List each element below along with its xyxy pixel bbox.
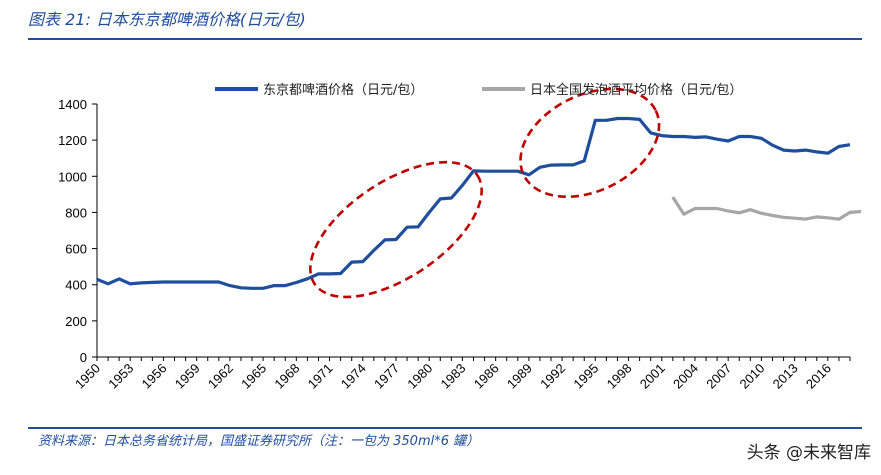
y-tick-label: 200: [65, 314, 87, 329]
x-tick-label: 1965: [238, 361, 269, 392]
source-note: 资料来源：日本总务省统计局，国盛证券研究所（注：一包为 350ml*6 罐）: [38, 434, 480, 449]
x-tick-label: 2004: [670, 361, 701, 392]
x-tick-label: 1989: [504, 361, 535, 392]
x-axis: 1950 1953 1956 1959 1962 1965 1968 1971 1974 1977…: [72, 356, 851, 392]
title-divider: [28, 38, 862, 40]
x-tick-label: 1971: [305, 361, 336, 392]
x-tick-label: 1953: [105, 361, 136, 392]
legend-label-national: 日本全国发泡酒平均价格（日元/包）: [530, 82, 742, 98]
y-tick-label: 0: [80, 350, 87, 365]
x-tick-label: 1968: [271, 361, 302, 392]
x-tick-label: 1998: [604, 361, 635, 392]
series-layer: [96, 116, 862, 290]
x-tick-label: 2010: [736, 361, 767, 392]
y-tick-label: 400: [65, 278, 87, 293]
legend: 东京都啤酒价格（日元/包） 日本全国发泡酒平均价格（日元/包）: [215, 82, 742, 98]
highlight-ellipse-1: [309, 160, 483, 299]
x-tick-label: 1980: [404, 361, 435, 392]
source-divider: [28, 427, 862, 429]
x-tick-label: 2001: [637, 361, 668, 392]
x-tick-label: 2007: [703, 361, 734, 392]
y-tick-label: 1400: [58, 97, 87, 112]
series-line-national: [671, 196, 862, 221]
y-tick-label: 1200: [58, 133, 87, 148]
y-tick-label: 800: [65, 205, 87, 220]
y-tick-label: 1000: [58, 169, 87, 184]
y-tick-label: 600: [65, 242, 87, 257]
y-axis: 0 200 400 600 800 1000 1200 1400: [58, 97, 98, 365]
x-tick-label: 1977: [371, 361, 402, 392]
x-tick-label: 1974: [338, 361, 369, 392]
x-tick-label: 1986: [471, 361, 502, 392]
chart-title: 图表 21: 日本东京都啤酒价格(日元/包): [28, 10, 306, 29]
x-tick-label: 1995: [570, 361, 601, 392]
x-tick-label: 2016: [803, 361, 834, 392]
x-tick-label: 1983: [437, 361, 468, 392]
highlight-ellipse-2: [519, 87, 661, 199]
annotation-layer: [309, 87, 661, 299]
legend-label-tokyo: 东京都啤酒价格（日元/包）: [263, 82, 423, 98]
x-tick-label: 1956: [139, 361, 170, 392]
x-tick-label: 2013: [770, 361, 801, 392]
x-tick-label: 1992: [537, 361, 568, 392]
x-tick-label: 1962: [205, 361, 236, 392]
x-tick-label: 1950: [72, 361, 103, 392]
watermark: 头条 @未来智库: [746, 443, 871, 463]
x-tick-label: 1959: [172, 361, 203, 392]
series-line-tokyo: [96, 116, 851, 290]
